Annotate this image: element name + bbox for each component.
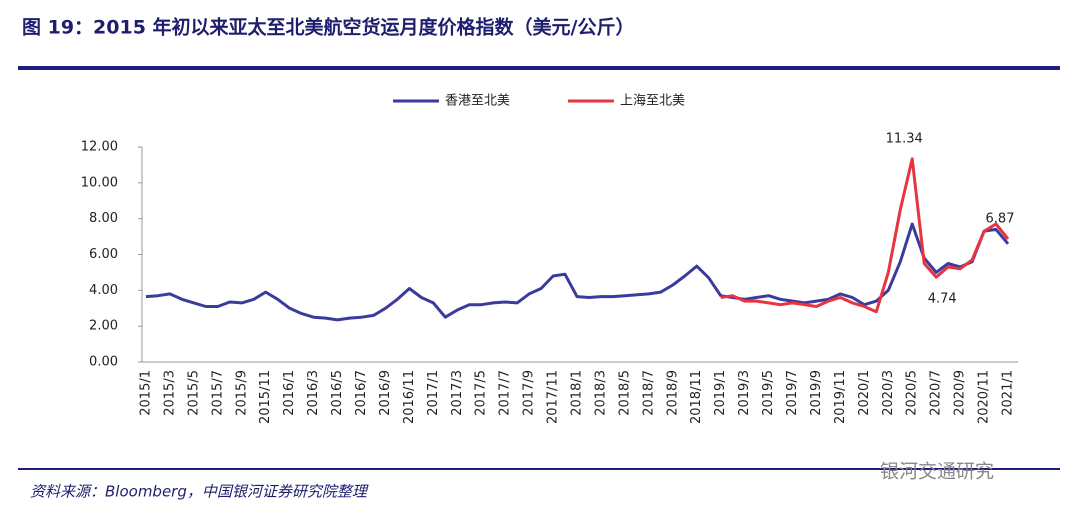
x-tick-label: 2017/11 bbox=[546, 370, 561, 424]
legend-label: 香港至北美 bbox=[445, 94, 510, 109]
x-tick-label: 2015/7 bbox=[210, 370, 225, 416]
x-tick-label: 2019/1 bbox=[713, 370, 728, 416]
chart-title: 图 19：2015 年初以来亚太至北美航空货运月度价格指数（美元/公斤） bbox=[22, 16, 635, 39]
footer-rule bbox=[18, 468, 1060, 470]
data-label: 6.87 bbox=[986, 211, 1015, 226]
x-tick-label: 2020/3 bbox=[881, 370, 896, 416]
x-tick-label: 2015/9 bbox=[234, 370, 249, 416]
series-line bbox=[720, 157, 1010, 314]
x-tick-label: 2019/5 bbox=[761, 370, 776, 416]
x-tick-label: 2019/3 bbox=[737, 370, 752, 416]
x-tick-label: 2019/7 bbox=[785, 370, 800, 416]
x-tick-label: 2021/1 bbox=[1001, 370, 1016, 416]
legend-label: 上海至北美 bbox=[620, 94, 685, 109]
x-tick-label: 2016/3 bbox=[306, 370, 321, 416]
x-tick-label: 2020/7 bbox=[929, 370, 944, 416]
watermark: 银河交通研究 bbox=[880, 461, 994, 483]
x-tick-label: 2016/9 bbox=[378, 370, 393, 416]
y-tick-label: 6.00 bbox=[89, 247, 118, 262]
x-tick-label: 2016/11 bbox=[402, 370, 417, 424]
data-label: 4.74 bbox=[928, 292, 957, 307]
x-tick-label: 2018/1 bbox=[570, 370, 585, 416]
x-tick-label: 2018/9 bbox=[665, 370, 680, 416]
title-rule bbox=[18, 66, 1060, 70]
x-tick-label: 2017/3 bbox=[450, 370, 465, 416]
source: 资料来源：Bloomberg，中国银河证券研究院整理 bbox=[30, 483, 369, 501]
y-tick-label: 0.00 bbox=[89, 355, 118, 370]
x-tick-label: 2016/5 bbox=[330, 370, 345, 416]
x-tick-label: 2016/1 bbox=[282, 370, 297, 416]
x-tick-label: 2020/5 bbox=[905, 370, 920, 416]
x-tick-label: 2018/11 bbox=[689, 370, 704, 424]
y-tick-label: 10.00 bbox=[81, 175, 118, 190]
x-tick-label: 2019/11 bbox=[833, 370, 848, 424]
x-tick-label: 2020/9 bbox=[953, 370, 968, 416]
y-tick-label: 12.00 bbox=[81, 140, 118, 155]
x-tick-label: 2016/7 bbox=[354, 370, 369, 416]
x-tick-label: 2020/1 bbox=[857, 370, 872, 416]
x-tick-label: 2017/9 bbox=[522, 370, 537, 416]
x-tick-label: 2015/5 bbox=[186, 370, 201, 416]
x-tick-label: 2015/3 bbox=[162, 370, 177, 416]
x-tick-label: 2018/3 bbox=[593, 370, 608, 416]
x-tick-label: 2015/1 bbox=[139, 370, 154, 416]
x-tick-label: 2017/5 bbox=[474, 370, 489, 416]
x-tick-label: 2017/7 bbox=[498, 370, 513, 416]
x-tick-label: 2020/11 bbox=[977, 370, 992, 424]
x-tick-label: 2019/9 bbox=[809, 370, 824, 416]
y-tick-label: 4.00 bbox=[89, 283, 118, 298]
x-tick-label: 2018/5 bbox=[617, 370, 632, 416]
data-label: 11.34 bbox=[886, 131, 923, 146]
x-tick-label: 2015/11 bbox=[258, 370, 273, 424]
y-tick-label: 2.00 bbox=[89, 319, 118, 334]
y-tick-label: 8.00 bbox=[89, 211, 118, 226]
x-tick-label: 2017/1 bbox=[426, 370, 441, 416]
series-line bbox=[145, 222, 1010, 322]
x-tick-label: 2018/7 bbox=[641, 370, 656, 416]
